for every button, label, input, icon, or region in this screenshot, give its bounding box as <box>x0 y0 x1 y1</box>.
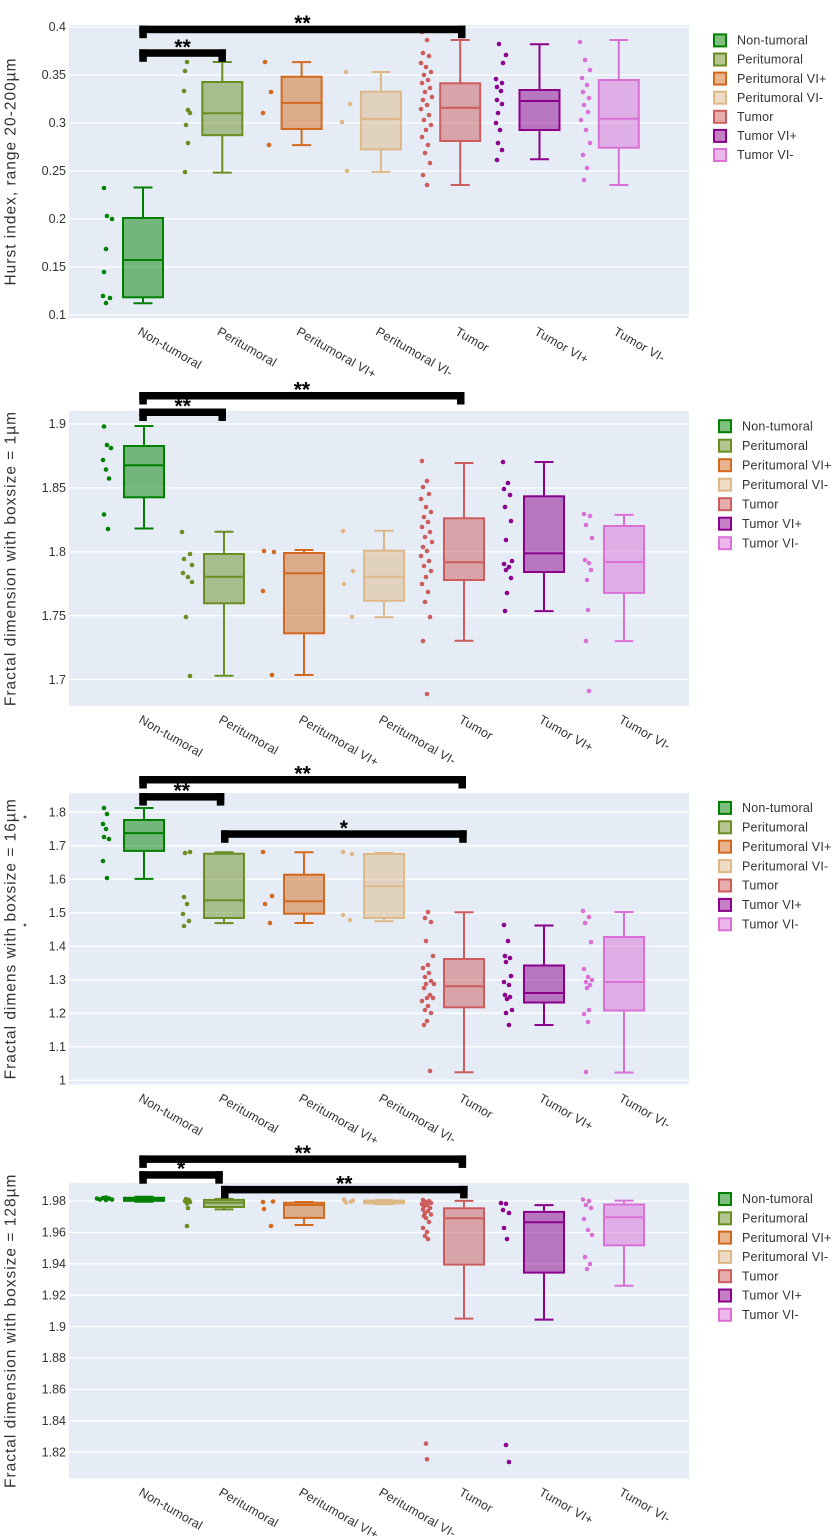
svg-text:Tumor VI-: Tumor VI- <box>742 536 799 550</box>
svg-text:Tumor VI+: Tumor VI+ <box>742 1289 802 1303</box>
svg-text:Non-tumoral: Non-tumoral <box>742 419 813 433</box>
svg-text:1.3: 1.3 <box>49 973 66 987</box>
svg-text:Tumor VI+: Tumor VI+ <box>742 517 802 531</box>
svg-text:1.9: 1.9 <box>49 417 66 431</box>
svg-text:**: ** <box>336 1172 353 1195</box>
svg-text:1.84: 1.84 <box>42 1414 66 1428</box>
svg-text:**: ** <box>174 780 191 803</box>
svg-text:*: * <box>177 1158 186 1181</box>
svg-text:1.8: 1.8 <box>49 545 66 559</box>
svg-text:1.4: 1.4 <box>49 940 66 954</box>
svg-text:Tumor: Tumor <box>742 497 779 511</box>
svg-text:Non-tumoral: Non-tumoral <box>742 1192 813 1206</box>
svg-text:**: ** <box>175 395 192 418</box>
svg-text:0.3: 0.3 <box>49 116 66 130</box>
svg-text:1.6: 1.6 <box>49 873 66 887</box>
svg-text:**: ** <box>294 379 311 402</box>
svg-text:**: ** <box>174 36 191 59</box>
svg-text:1.8: 1.8 <box>49 806 66 820</box>
svg-text:1.85: 1.85 <box>42 481 66 495</box>
svg-text:Tumor VI+: Tumor VI+ <box>737 129 797 143</box>
svg-text:1.86: 1.86 <box>42 1383 66 1397</box>
svg-text:Peritumoral VI-: Peritumoral VI- <box>742 859 828 873</box>
svg-text:1.75: 1.75 <box>42 609 66 623</box>
svg-text:**: ** <box>294 12 311 35</box>
svg-text:Tumor: Tumor <box>742 879 779 893</box>
svg-text:Fractal dimension with boxsize: Fractal dimension with boxsize = 128µm <box>3 1174 20 1488</box>
svg-text:0.1: 0.1 <box>49 308 66 322</box>
svg-text:Peritumoral: Peritumoral <box>742 439 808 453</box>
svg-text:Tumor: Tumor <box>742 1269 779 1283</box>
svg-text:Peritumoral VI+: Peritumoral VI+ <box>742 458 832 472</box>
svg-text:Peritumoral VI+: Peritumoral VI+ <box>737 72 827 86</box>
svg-text:**: ** <box>295 1142 312 1165</box>
svg-text:0.25: 0.25 <box>42 164 66 178</box>
svg-text:0.35: 0.35 <box>42 68 66 82</box>
svg-text:Peritumoral VI-: Peritumoral VI- <box>742 478 828 492</box>
svg-text:1.7: 1.7 <box>49 839 66 853</box>
svg-text:Fractal dimens with boxsize =: Fractal dimens with boxsize = 16µm <box>3 798 20 1079</box>
svg-text:Tumor VI-: Tumor VI- <box>737 148 794 162</box>
svg-text:1.88: 1.88 <box>42 1351 66 1365</box>
svg-text:Non-tumoral: Non-tumoral <box>742 801 813 815</box>
svg-text:1.94: 1.94 <box>42 1257 66 1271</box>
svg-text:Tumor VI-: Tumor VI- <box>742 918 799 932</box>
svg-text:1.82: 1.82 <box>42 1445 66 1459</box>
svg-text:Fractal dimension with boxsize: Fractal dimension with boxsize = 1µm <box>3 411 20 706</box>
svg-text:1.9: 1.9 <box>49 1320 66 1334</box>
svg-text:1.2: 1.2 <box>49 1007 66 1021</box>
svg-text:0.4: 0.4 <box>49 20 66 34</box>
svg-text:1.92: 1.92 <box>42 1288 66 1302</box>
svg-text:0.2: 0.2 <box>49 212 66 226</box>
svg-text:Peritumoral: Peritumoral <box>742 821 808 835</box>
svg-text:Peritumoral: Peritumoral <box>737 53 803 67</box>
svg-text:Peritumoral VI-: Peritumoral VI- <box>742 1250 828 1264</box>
svg-text:Tumor VI+: Tumor VI+ <box>742 898 802 912</box>
svg-text:**: ** <box>294 763 311 786</box>
svg-text:1.96: 1.96 <box>42 1226 66 1240</box>
svg-text:Peritumoral VI-: Peritumoral VI- <box>737 91 823 105</box>
svg-text:Tumor VI-: Tumor VI- <box>742 1308 799 1322</box>
svg-text:1.98: 1.98 <box>42 1194 66 1208</box>
svg-text:Non-tumoral: Non-tumoral <box>737 34 808 48</box>
svg-text:Peritumoral VI+: Peritumoral VI+ <box>742 840 832 854</box>
svg-text:1.5: 1.5 <box>49 906 66 920</box>
svg-text:*: * <box>340 817 349 840</box>
svg-text:1: 1 <box>59 1074 66 1088</box>
svg-text:0.15: 0.15 <box>42 260 66 274</box>
svg-text:Peritumoral VI+: Peritumoral VI+ <box>742 1231 832 1245</box>
svg-text:1.1: 1.1 <box>49 1040 66 1054</box>
svg-text:Hurst index, range 20-200µm: Hurst index, range 20-200µm <box>3 57 20 285</box>
svg-text:Tumor: Tumor <box>737 110 774 124</box>
svg-text:1.7: 1.7 <box>49 673 66 687</box>
svg-text:Peritumoral: Peritumoral <box>742 1212 808 1226</box>
